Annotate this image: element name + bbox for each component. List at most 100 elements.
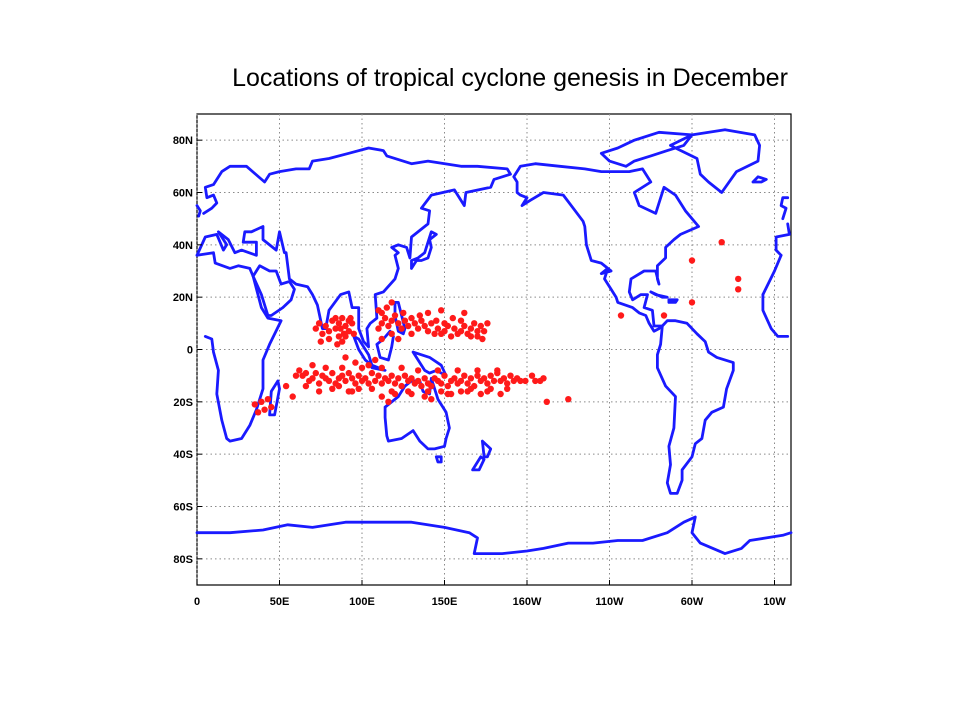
genesis-point bbox=[441, 372, 448, 379]
genesis-point bbox=[375, 372, 382, 379]
x-axis-ticks: 0 50E 100E 150E 160W 110W 60W 10W bbox=[194, 580, 786, 608]
coastline-arabia bbox=[251, 264, 296, 317]
genesis-point bbox=[449, 314, 456, 322]
genesis-point bbox=[411, 320, 418, 327]
genesis-point bbox=[335, 382, 343, 390]
coastline-japan bbox=[410, 230, 438, 270]
genesis-point bbox=[467, 325, 475, 332]
genesis-point bbox=[391, 380, 399, 387]
genesis-point bbox=[457, 377, 465, 385]
genesis-point bbox=[395, 335, 402, 343]
genesis-point bbox=[319, 330, 326, 337]
genesis-point bbox=[332, 325, 339, 332]
genesis-point bbox=[477, 390, 484, 398]
genesis-point bbox=[339, 314, 346, 322]
genesis-point bbox=[457, 388, 465, 395]
genesis-point bbox=[532, 377, 539, 385]
genesis-point bbox=[309, 375, 316, 382]
genesis-point bbox=[479, 335, 486, 343]
genesis-point bbox=[254, 409, 262, 416]
genesis-point bbox=[424, 328, 432, 335]
genesis-point bbox=[329, 369, 336, 377]
genesis-point bbox=[388, 317, 395, 324]
genesis-point bbox=[441, 328, 448, 335]
genesis-point bbox=[517, 377, 524, 385]
genesis-point bbox=[317, 338, 324, 345]
genesis-point bbox=[385, 377, 392, 385]
coastline-tasmania bbox=[434, 455, 443, 464]
genesis-point bbox=[688, 257, 696, 264]
y-tick-label: 80S bbox=[173, 554, 193, 566]
genesis-point bbox=[302, 382, 310, 390]
genesis-point bbox=[296, 367, 303, 374]
genesis-point bbox=[431, 330, 438, 337]
genesis-point bbox=[395, 375, 402, 382]
genesis-point bbox=[543, 398, 550, 405]
coastline-britain bbox=[779, 196, 790, 221]
genesis-point bbox=[391, 312, 399, 319]
coastline-britain bbox=[195, 204, 202, 218]
coastline-africa bbox=[761, 253, 783, 297]
coastlines bbox=[195, 128, 793, 555]
genesis-point bbox=[428, 320, 435, 327]
x-tick-label: 10W bbox=[763, 596, 786, 608]
genesis-point bbox=[378, 364, 385, 371]
genesis-point bbox=[490, 377, 498, 385]
x-tick-label: 50E bbox=[270, 596, 290, 608]
genesis-point bbox=[398, 382, 405, 390]
genesis-point bbox=[688, 299, 696, 306]
genesis-point bbox=[358, 364, 366, 371]
genesis-point bbox=[504, 385, 511, 392]
genesis-point bbox=[339, 364, 346, 371]
coastline-africa bbox=[195, 251, 283, 443]
genesis-point bbox=[352, 359, 359, 366]
genesis-point bbox=[315, 320, 323, 327]
coastline-eurasia bbox=[195, 146, 512, 349]
genesis-point bbox=[424, 309, 432, 317]
coastline-madagascar bbox=[268, 379, 281, 417]
genesis-point bbox=[477, 322, 484, 330]
genesis-point bbox=[471, 320, 478, 327]
genesis-point bbox=[309, 362, 316, 369]
genesis-point bbox=[461, 372, 468, 379]
genesis-point bbox=[342, 354, 349, 361]
genesis-point bbox=[444, 382, 451, 390]
genesis-point bbox=[474, 333, 481, 340]
genesis-point bbox=[385, 398, 392, 405]
genesis-point bbox=[345, 388, 352, 395]
genesis-point bbox=[428, 396, 435, 403]
genesis-point bbox=[454, 367, 461, 374]
genesis-point bbox=[447, 333, 455, 340]
y-tick-label: 80N bbox=[173, 135, 193, 147]
genesis-point bbox=[735, 275, 742, 283]
genesis-point bbox=[401, 317, 409, 324]
genesis-point bbox=[660, 312, 668, 319]
genesis-point bbox=[325, 377, 333, 385]
coastline-java bbox=[370, 363, 387, 372]
genesis-point bbox=[438, 380, 445, 387]
x-tick-label: 110W bbox=[595, 596, 624, 608]
genesis-point bbox=[480, 328, 488, 335]
genesis-point bbox=[335, 333, 343, 340]
genesis-point bbox=[400, 309, 407, 317]
genesis-point bbox=[347, 314, 354, 322]
genesis-point bbox=[368, 385, 376, 392]
genesis-point bbox=[438, 307, 445, 314]
genesis-point bbox=[251, 401, 258, 408]
y-tick-label: 40S bbox=[173, 449, 193, 461]
genesis-point bbox=[315, 380, 323, 387]
genesis-point bbox=[500, 375, 508, 382]
coastline-africa bbox=[761, 293, 790, 338]
genesis-point bbox=[329, 385, 336, 392]
genesis-point bbox=[398, 325, 405, 332]
x-tick-label: 0 bbox=[194, 596, 200, 608]
coastline-south_america bbox=[656, 319, 735, 495]
genesis-point bbox=[504, 380, 511, 387]
genesis-point bbox=[352, 380, 359, 387]
genesis-point bbox=[391, 390, 399, 398]
genesis-point bbox=[378, 335, 385, 343]
genesis-point bbox=[261, 406, 268, 413]
genesis-point bbox=[735, 286, 742, 293]
genesis-point bbox=[345, 369, 352, 377]
genesis-point bbox=[408, 390, 415, 398]
